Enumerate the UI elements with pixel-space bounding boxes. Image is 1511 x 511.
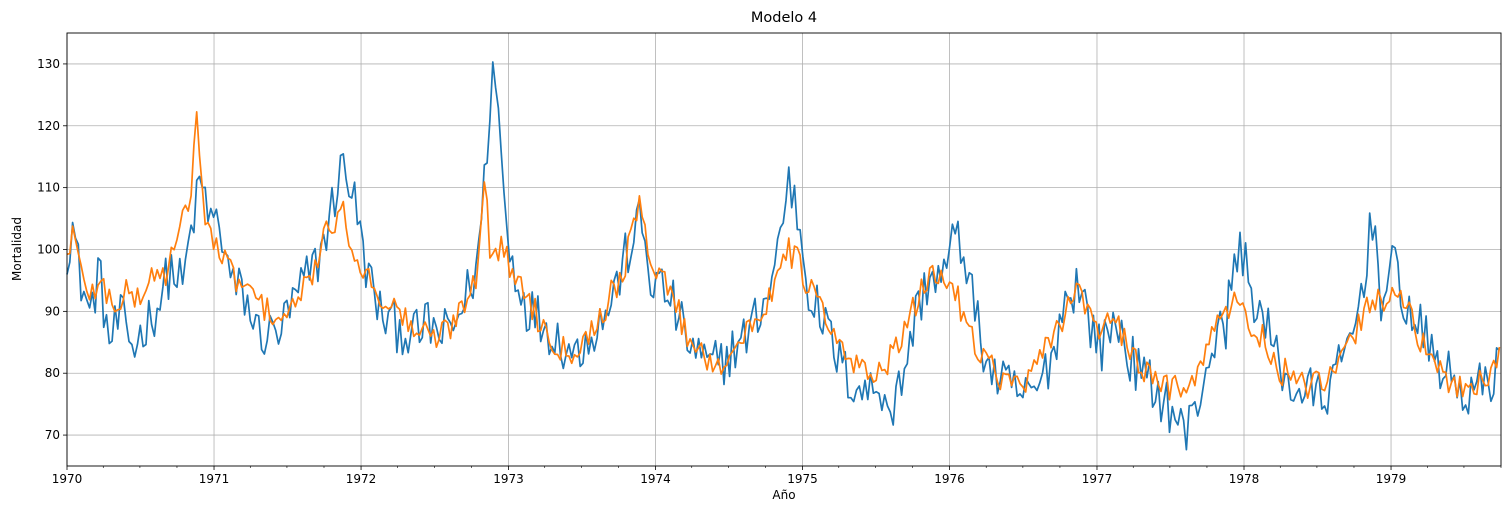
x-tick-label: 1970 <box>52 472 83 486</box>
series-layer <box>66 61 1501 451</box>
x-tick-label: 1979 <box>1376 472 1407 486</box>
x-tick-label: 1971 <box>199 472 230 486</box>
x-tick-label: 1974 <box>640 472 671 486</box>
chart-title: Modelo 4 <box>751 10 817 26</box>
series-line-2 <box>66 111 1501 401</box>
x-tick-label: 1977 <box>1082 472 1113 486</box>
x-axis: 1970 1971 1972 1973 1974 1975 1976 1977 1978 1979 <box>52 466 1502 486</box>
x-tick-label: 1975 <box>787 472 818 486</box>
x-tick-label: 1976 <box>934 472 965 486</box>
y-tick-label: 130 <box>37 57 60 71</box>
x-axis-title: Año <box>772 488 795 502</box>
y-tick-label: 120 <box>37 119 60 133</box>
x-tick-label: 1973 <box>493 472 524 486</box>
y-tick-label: 100 <box>37 243 60 257</box>
x-tick-label: 1972 <box>346 472 377 486</box>
y-axis: 70 80 90 100 110 120 130 <box>37 57 67 442</box>
x-tick-label: 1978 <box>1229 472 1260 486</box>
y-tick-label: 80 <box>45 366 60 380</box>
y-tick-label: 90 <box>45 304 60 318</box>
y-tick-label: 110 <box>37 181 60 195</box>
y-tick-label: 70 <box>45 428 60 442</box>
series-line-1 <box>66 61 1500 451</box>
y-axis-title: Mortalidad <box>10 217 24 281</box>
